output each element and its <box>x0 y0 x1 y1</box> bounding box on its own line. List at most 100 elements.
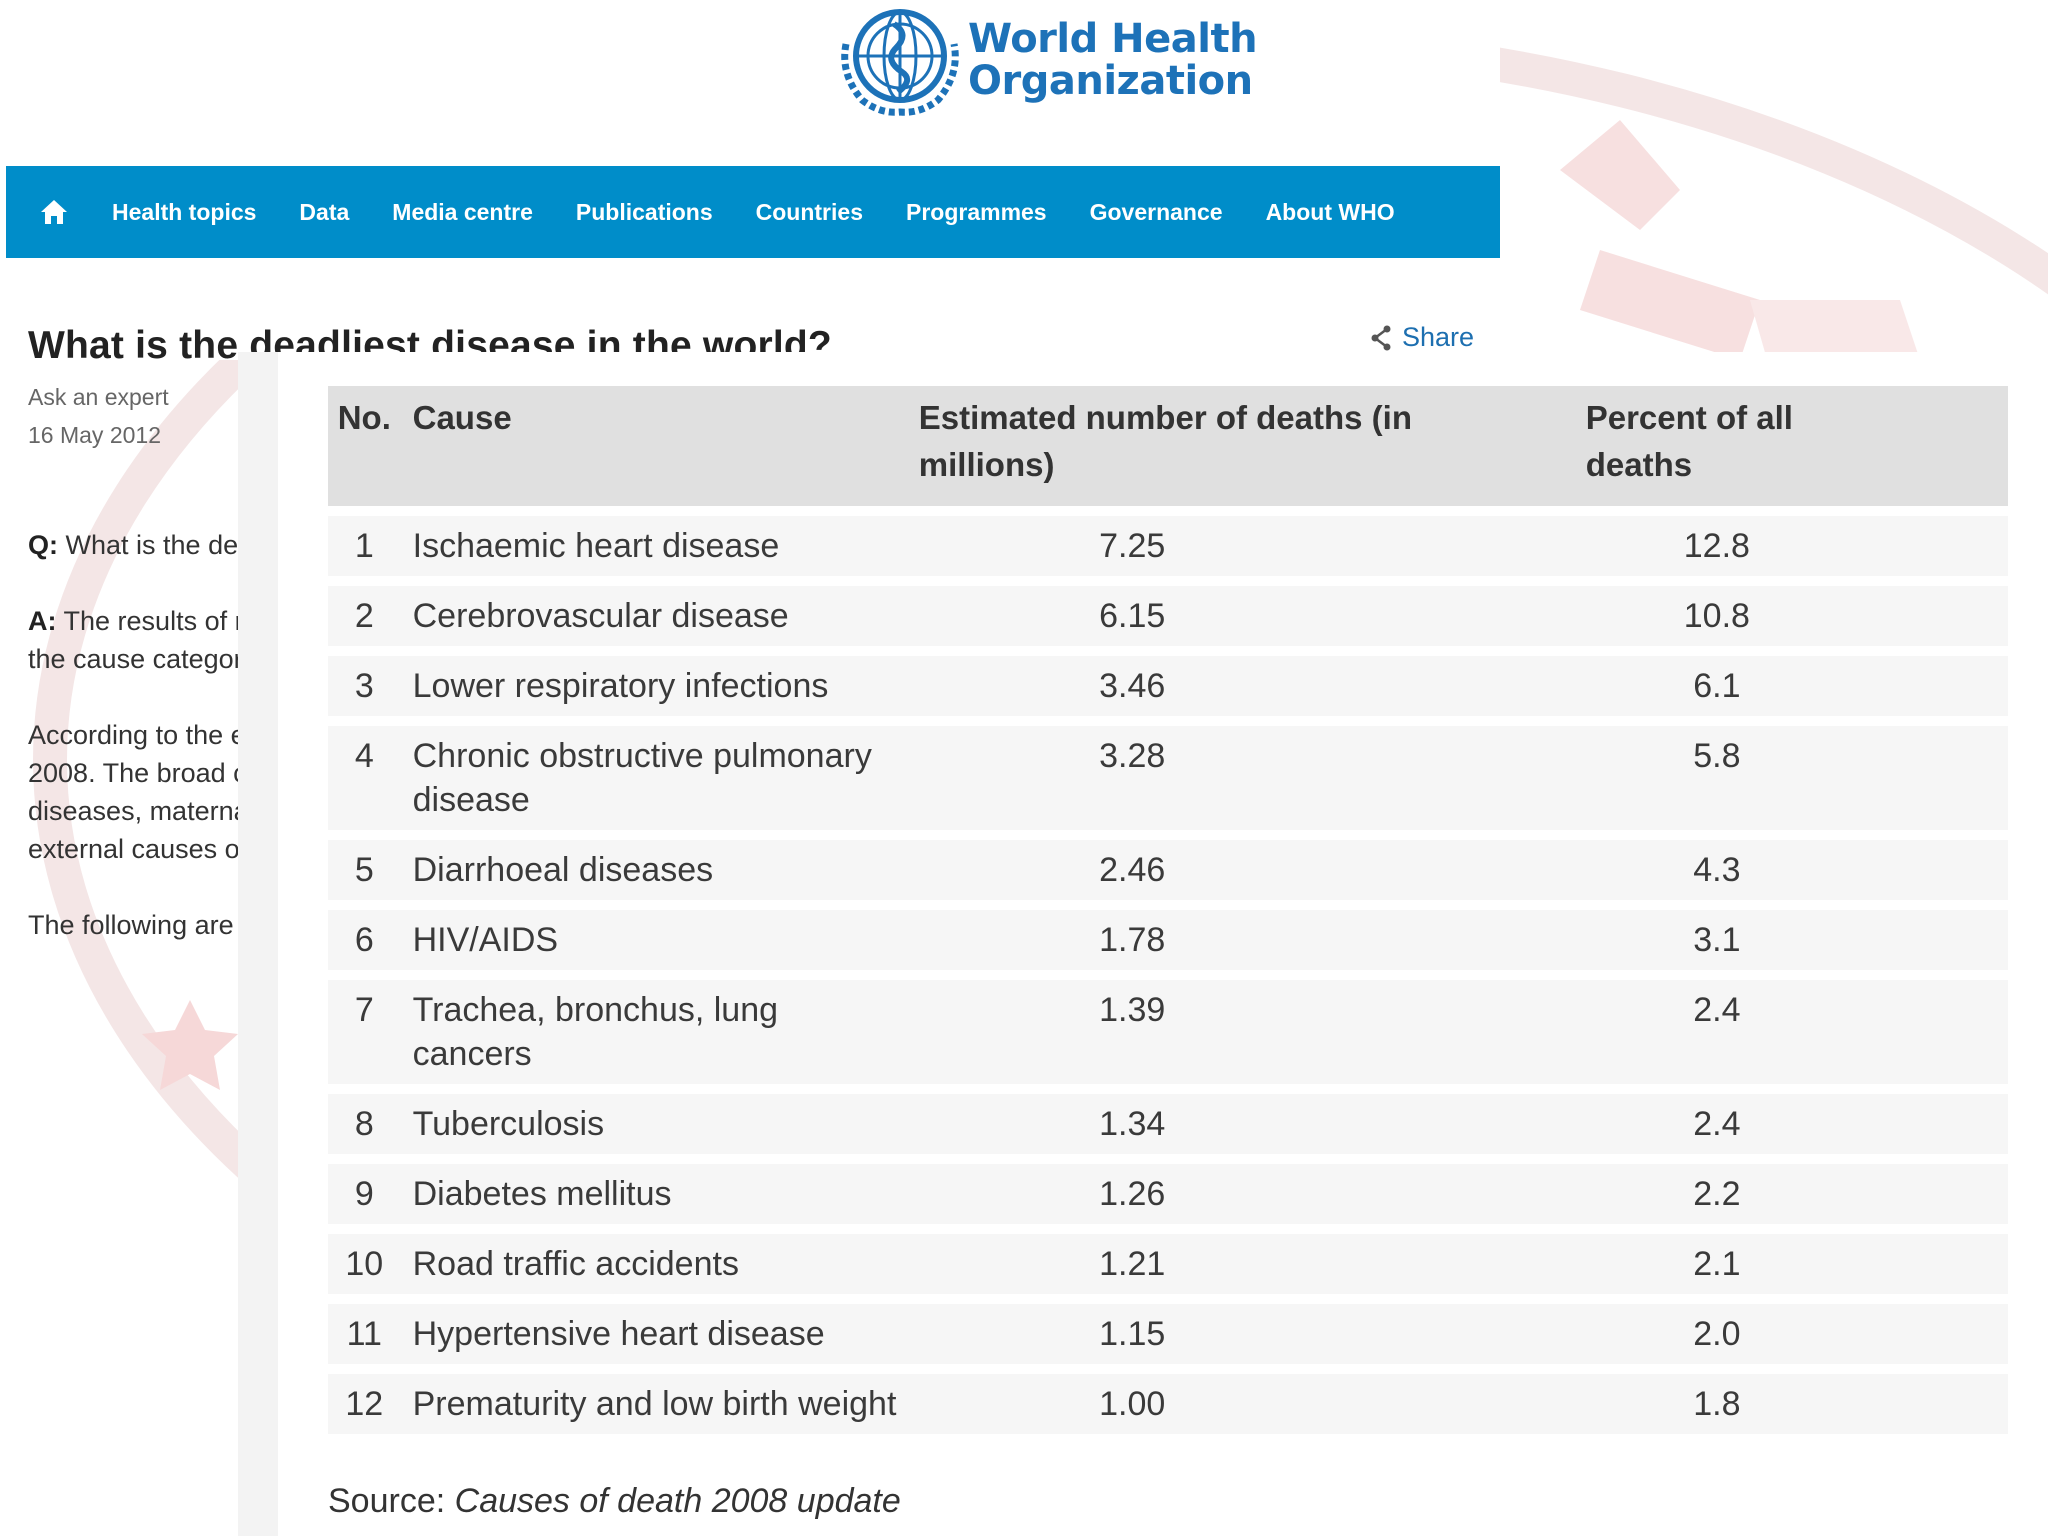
logo-line-1: World Health <box>968 16 1258 62</box>
logo-line-2: Organization <box>968 58 1253 104</box>
who-logo-text: World Health Organization <box>968 16 1258 104</box>
row-percent: 2.1 <box>1575 1234 2008 1294</box>
table-row: 11 Hypertensive heart disease 1.15 2.0 <box>328 1304 2008 1364</box>
header-deaths-line-2: millions) <box>918 446 1055 483</box>
row-number: 9 <box>328 1164 403 1224</box>
table-row: 4 Chronic obstructive pulmonary disease 3… <box>328 726 2008 830</box>
row-cause: Ischaemic heart disease <box>402 516 909 576</box>
table-row: 1 Ischaemic heart disease 7.25 12.8 <box>328 516 2008 576</box>
overlay-divider <box>238 352 278 1536</box>
table-row: 10 Road traffic accidents 1.21 2.1 <box>328 1234 2008 1294</box>
row-number: 10 <box>328 1234 403 1294</box>
header-percent-line-1: Percent of all <box>1585 399 1793 436</box>
row-percent: 2.4 <box>1575 980 2008 1084</box>
header-percent-line-2: deaths <box>1585 446 1693 483</box>
who-logo[interactable]: World Health Organization <box>836 4 1258 116</box>
paragraph-1-line-1: According to the e <box>28 720 238 750</box>
row-cause: Road traffic accidents <box>402 1234 909 1294</box>
header-deaths: Estimated number of deaths (in millions) <box>908 386 1576 506</box>
answer-label: A: <box>28 606 57 636</box>
header-no: No. <box>328 386 403 506</box>
row-cause: HIV/AIDS <box>402 910 909 970</box>
nav-publications[interactable]: Publications <box>575 198 713 225</box>
row-cause: Hypertensive heart disease <box>402 1304 909 1364</box>
deaths-table-card: No. Cause Estimated number of deaths (in… <box>278 352 2048 1536</box>
row-deaths: 3.46 <box>908 656 1576 716</box>
table-row: 7 Trachea, bronchus, lung cancers 1.39 2… <box>328 980 2008 1084</box>
table-row: 8 Tuberculosis 1.34 2.4 <box>328 1094 2008 1154</box>
source-title-link[interactable]: Causes of death 2008 update <box>454 1482 901 1520</box>
row-cause: Cerebrovascular disease <box>402 586 909 646</box>
source-label: Source: <box>328 1482 446 1520</box>
table-row: 12 Prematurity and low birth weight 1.00… <box>328 1374 2008 1434</box>
causes-of-death-table: No. Cause Estimated number of deaths (in… <box>328 376 2008 1444</box>
row-number: 4 <box>328 726 403 830</box>
row-percent: 4.3 <box>1575 840 2008 900</box>
row-percent: 12.8 <box>1575 516 2008 576</box>
row-percent: 2.4 <box>1575 1094 2008 1154</box>
row-number: 1 <box>328 516 403 576</box>
row-cause: Tuberculosis <box>402 1094 909 1154</box>
row-deaths: 1.34 <box>908 1094 1576 1154</box>
row-cause-line-2: disease <box>412 781 530 819</box>
row-cause-line-1: Chronic obstructive pulmonary <box>412 737 872 775</box>
row-percent: 10.8 <box>1575 586 2008 646</box>
row-percent: 3.1 <box>1575 910 2008 970</box>
row-number: 3 <box>328 656 403 716</box>
article-category[interactable]: Ask an expert <box>28 384 169 410</box>
paragraph-1-line-3: diseases, materna <box>28 796 238 826</box>
row-cause: Diabetes mellitus <box>402 1164 909 1224</box>
article-body: Q: What is the dea A: The results of r th… <box>28 526 238 982</box>
row-cause: Chronic obstructive pulmonary disease <box>402 726 909 830</box>
answer-line-2: the cause categor <box>28 644 238 674</box>
share-button[interactable]: Share <box>1370 322 1474 353</box>
row-number: 11 <box>328 1304 403 1364</box>
row-number: 8 <box>328 1094 403 1154</box>
row-number: 5 <box>328 840 403 900</box>
table-row: 6 HIV/AIDS 1.78 3.1 <box>328 910 2008 970</box>
share-icon <box>1371 325 1391 350</box>
table-body: 1 Ischaemic heart disease 7.25 12.8 2 Ce… <box>328 516 2008 1434</box>
nav-programmes[interactable]: Programmes <box>905 198 1047 225</box>
row-cause: Prematurity and low birth weight <box>402 1374 909 1434</box>
article-meta: Ask an expert 16 May 2012 <box>28 378 169 454</box>
share-label: Share <box>1402 322 1475 352</box>
row-number: 6 <box>328 910 403 970</box>
row-cause: Lower respiratory infections <box>402 656 909 716</box>
row-number: 7 <box>328 980 403 1084</box>
row-number: 2 <box>328 586 403 646</box>
row-percent: 5.8 <box>1575 726 2008 830</box>
paragraph-1-line-4: external causes o <box>28 834 238 864</box>
table-header-row: No. Cause Estimated number of deaths (in… <box>328 386 2008 506</box>
row-deaths: 2.46 <box>908 840 1576 900</box>
row-deaths: 1.21 <box>908 1234 1576 1294</box>
paragraph-1-line-2: 2008. The broad c <box>28 758 238 788</box>
nav-data[interactable]: Data <box>299 198 350 225</box>
table-row: 2 Cerebrovascular disease 6.15 10.8 <box>328 586 2008 646</box>
paragraph-1: According to the e 2008. The broad c disea… <box>28 716 238 868</box>
table-source: Source: Causes of death 2008 update <box>328 1482 901 1521</box>
header-deaths-line-1: Estimated number of deaths (in <box>918 399 1412 436</box>
table-row: 5 Diarrhoeal diseases 2.46 4.3 <box>328 840 2008 900</box>
home-icon[interactable] <box>30 188 78 236</box>
article-date: 16 May 2012 <box>28 422 161 448</box>
who-emblem-icon <box>841 9 959 116</box>
question-label: Q: <box>28 530 58 560</box>
answer-line-1: The results of r <box>63 606 238 636</box>
row-deaths: 1.26 <box>908 1164 1576 1224</box>
nav-about-who[interactable]: About WHO <box>1265 198 1395 225</box>
question-text: What is the dea <box>65 530 238 560</box>
nav-governance[interactable]: Governance <box>1089 198 1223 225</box>
row-percent: 1.8 <box>1575 1374 2008 1434</box>
nav-health-topics[interactable]: Health topics <box>112 198 257 225</box>
nav-media-centre[interactable]: Media centre <box>392 198 533 225</box>
row-cause: Diarrhoeal diseases <box>402 840 909 900</box>
nav-countries[interactable]: Countries <box>755 198 863 225</box>
question-paragraph: Q: What is the dea <box>28 526 238 564</box>
paragraph-2-line-1: The following are <box>28 910 234 940</box>
row-deaths: 7.25 <box>908 516 1576 576</box>
row-deaths: 6.15 <box>908 586 1576 646</box>
row-deaths: 1.15 <box>908 1304 1576 1364</box>
row-deaths: 1.39 <box>908 980 1576 1084</box>
table-row: 9 Diabetes mellitus 1.26 2.2 <box>328 1164 2008 1224</box>
